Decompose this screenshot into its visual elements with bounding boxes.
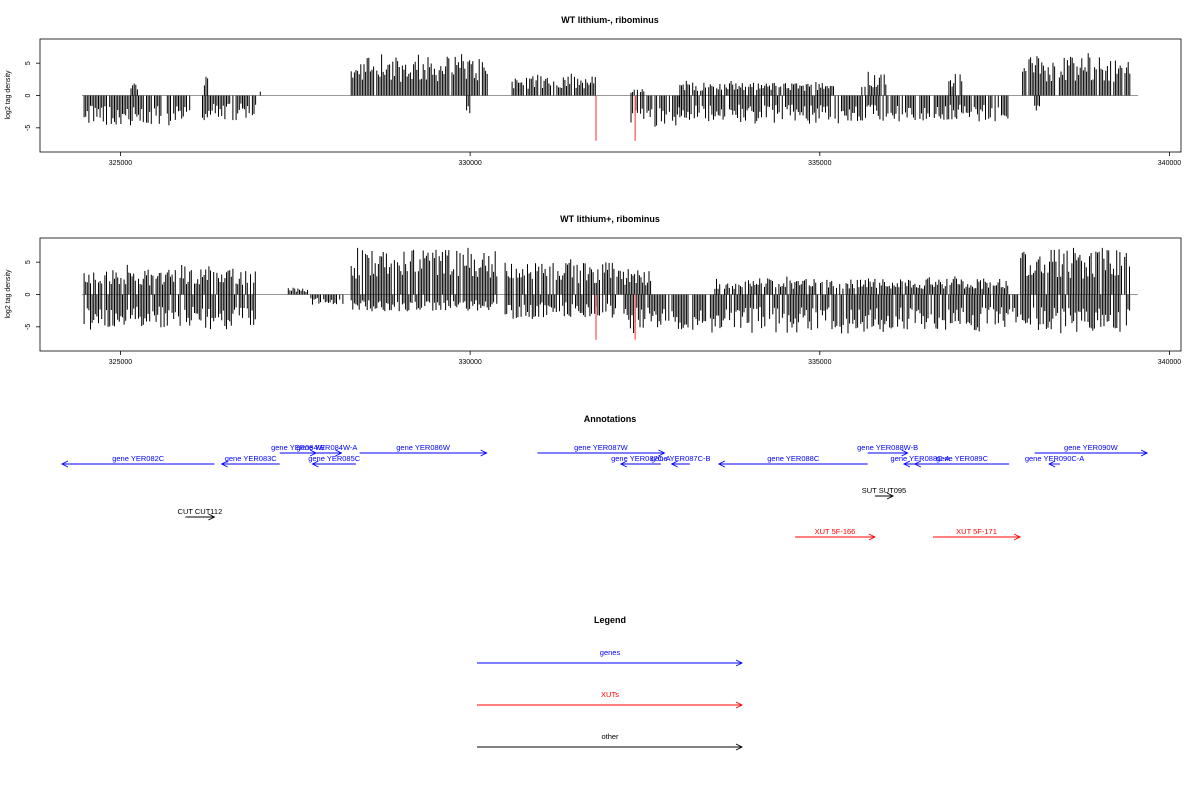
arrow-head-icon (886, 492, 895, 500)
y-axis-label: log2 tag density (5, 70, 12, 120)
feature-label: gene YER086W (396, 443, 451, 452)
feature-label: XUT 5F-166 (815, 527, 856, 536)
feature-label: gene YER088W-B (857, 443, 918, 452)
annotation-feature: XUT 5F-166 (795, 527, 876, 541)
arrow-head-icon (717, 460, 726, 468)
panel-title: WT lithium-, ribominus (561, 15, 659, 25)
feature-label: gene YER090C-A (1025, 454, 1084, 463)
annotation-feature: gene YER090C-A (1025, 454, 1084, 468)
annotation-feature: gene YER086W (359, 443, 488, 457)
annotation-feature: gene YER085C (308, 454, 361, 468)
x-tick-label: 335000 (808, 359, 831, 366)
panel-wt-lithium-plus: WT lithium+, ribominus log2 tag density … (5, 214, 1182, 366)
feature-label: gene YER087C-A (611, 454, 670, 463)
feature-label: gene YER087C-B (651, 454, 710, 463)
arrow-head-icon (735, 743, 744, 751)
arrow-head-icon (901, 449, 909, 457)
feature-label: gene YER089C (936, 454, 989, 463)
annotation-feature: gene YER088C (717, 454, 868, 468)
feature-label: gene YER082C (112, 454, 165, 463)
y-tick-label: 0 (25, 93, 32, 97)
annotation-feature: gene YER087C-B (651, 454, 711, 468)
feature-label: gene YER085C (308, 454, 361, 463)
x-tick-label: 325000 (109, 359, 132, 366)
arrow-head-icon (902, 460, 911, 468)
feature-label: gene YER088C (767, 454, 820, 463)
arrow-head-icon (670, 460, 678, 468)
annotations-track: Annotations gene YER082C gene YER083C gene… (60, 414, 1149, 541)
annotation-feature: gene YER083C (220, 454, 280, 468)
y-tick-label: 5 (25, 61, 32, 65)
feature-label: gene YER084W (271, 443, 326, 452)
x-tick-label: 335000 (808, 160, 831, 167)
arrow-head-icon (735, 701, 744, 709)
x-tick-label: 340000 (1158, 160, 1181, 167)
annotations-title: Annotations (584, 414, 637, 424)
annotation-feature: gene YER089C (913, 454, 1010, 468)
arrow-head-icon (335, 449, 343, 457)
y-tick-label: 0 (25, 292, 32, 296)
x-tick-label: 330000 (458, 359, 481, 366)
arrow-head-icon (658, 449, 666, 457)
arrow-head-icon (619, 460, 628, 468)
feature-label: gene YER088C-A (891, 454, 950, 463)
arrow-head-icon (208, 513, 216, 521)
arrow-head-icon (60, 460, 69, 468)
axes: 325000 330000 335000 340000 5 0 -5 (25, 260, 1181, 366)
panel-wt-lithium-minus: WT lithium-, ribominus log2 tag density … (5, 15, 1182, 167)
legend-entry: other (477, 732, 744, 751)
annotation-feature: SUT SUT095 (862, 486, 906, 500)
bar-marks (82, 53, 1138, 141)
bar-marks (82, 247, 1138, 340)
x-tick-label: 330000 (458, 160, 481, 167)
feature-label: gene YER087W (574, 443, 629, 452)
feature-label: gene YER084W-A (296, 443, 357, 452)
arrow-head-icon (220, 460, 228, 468)
feature-label: CUT CUT112 (178, 507, 223, 516)
y-tick-label: 5 (25, 260, 32, 264)
panel-title: WT lithium+, ribominus (560, 214, 660, 224)
annotation-feature: gene YER090W (1034, 443, 1149, 457)
feature-label: XUT 5F-171 (956, 527, 997, 536)
arrow-head-icon (1048, 460, 1056, 468)
legend-items: genes XUTs other (477, 648, 744, 751)
legend-label: genes (600, 648, 621, 657)
arrow-head-icon (913, 460, 922, 468)
arrow-head-icon (1140, 449, 1149, 457)
annotation-feature: gene YER087C-A (611, 454, 671, 468)
annotation-feature: gene YER087W (537, 443, 666, 457)
annotation-feature: gene YER082C (60, 454, 215, 468)
arrow-head-icon (868, 533, 876, 541)
legend-entry: genes (477, 648, 744, 667)
y-tick-label: -5 (25, 125, 32, 131)
axes: 325000 330000 335000 340000 5 0 -5 (25, 61, 1181, 167)
legend: Legend genes XUTs other (477, 615, 744, 751)
legend-entry: XUTs (477, 690, 744, 709)
annotation-feature: gene YER088W-B (857, 443, 918, 457)
legend-title: Legend (594, 615, 626, 625)
annotation-feature: XUT 5F-171 (932, 527, 1022, 541)
feature-label: SUT SUT095 (862, 486, 906, 495)
legend-label: other (601, 732, 619, 741)
feature-label: gene YER083C (225, 454, 278, 463)
arrow-head-icon (480, 449, 488, 457)
feature-label: gene YER090W (1064, 443, 1119, 452)
annotation-feature: gene YER084W-A (296, 443, 357, 457)
y-tick-label: -5 (25, 324, 32, 330)
x-tick-label: 325000 (109, 160, 132, 167)
legend-label: XUTs (601, 690, 619, 699)
y-axis-label: log2 tag density (5, 269, 12, 319)
x-tick-label: 340000 (1158, 359, 1181, 366)
arrow-head-icon (1013, 533, 1022, 541)
arrow-head-icon (735, 659, 744, 667)
annotation-feature: CUT CUT112 (178, 507, 223, 521)
arrow-head-icon (311, 460, 319, 468)
